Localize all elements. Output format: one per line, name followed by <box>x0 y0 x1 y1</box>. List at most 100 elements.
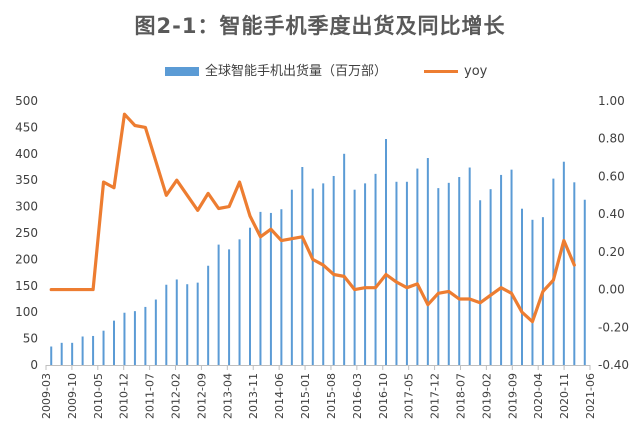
bar <box>228 249 231 365</box>
chart-legend: 全球智能手机出货量（百万部） yoy <box>0 62 640 82</box>
x-tick-label: 2011-07 <box>144 373 157 419</box>
bar <box>113 320 115 365</box>
bar <box>50 346 53 365</box>
legend-swatch-bar <box>165 67 199 76</box>
bar <box>322 183 325 365</box>
x-tick-label: 2017-12 <box>429 373 442 419</box>
bar <box>374 173 377 365</box>
y-left-tick-label: 450 <box>15 120 38 134</box>
bar <box>175 279 178 365</box>
bar <box>301 167 304 365</box>
bar <box>458 177 461 365</box>
bar <box>144 306 147 365</box>
bar <box>500 174 503 365</box>
y-left-tick-label: 250 <box>15 226 38 240</box>
bar <box>165 284 168 365</box>
bar <box>447 182 450 365</box>
bar <box>60 342 63 365</box>
bar <box>364 183 367 365</box>
x-tick-label: 2019-02 <box>480 373 493 419</box>
line-series <box>49 112 576 324</box>
y-right-tick-label: 1.00 <box>598 94 625 108</box>
x-tick-label: 2019-09 <box>506 373 519 419</box>
bar <box>186 284 189 365</box>
x-tick-label: 2016-10 <box>377 373 390 419</box>
y-left-tick-label: 150 <box>15 279 38 293</box>
bar <box>583 199 586 365</box>
yoy-line <box>49 112 576 324</box>
bar <box>217 244 220 365</box>
bar <box>249 227 251 365</box>
x-tick-label: 2015-01 <box>299 373 312 419</box>
legend-label-yoy: yoy <box>464 64 488 79</box>
bar <box>280 209 283 365</box>
x-tick-label: 2015-08 <box>325 373 338 419</box>
y-left-tick-label: 350 <box>15 173 38 187</box>
bar <box>71 342 74 365</box>
bar <box>353 189 356 365</box>
bar <box>290 189 293 365</box>
y-right-tick-label: 0.80 <box>598 132 625 146</box>
bar <box>573 182 576 365</box>
x-tick-label: 2013-11 <box>247 373 260 419</box>
y-right-tick-label: 0.60 <box>598 169 625 183</box>
bar <box>437 188 440 365</box>
bar <box>133 311 136 365</box>
bar <box>405 181 408 365</box>
x-tick-label: 2020-04 <box>532 373 545 419</box>
y-left-tick-label: 0 <box>30 358 38 372</box>
y-right-tick-label: -0.20 <box>598 320 629 334</box>
y-right-tick-label: -0.40 <box>598 358 629 372</box>
bar <box>207 265 210 365</box>
bar <box>123 312 126 365</box>
x-tick-label: 2020-11 <box>558 373 571 419</box>
y-right-tick-label: 0.40 <box>598 207 625 221</box>
x-tick-label: 2012-09 <box>195 373 208 419</box>
x-tick-label: 2009-10 <box>66 373 79 419</box>
x-tick-label: 2009-03 <box>40 373 53 419</box>
y-left-tick-label: 500 <box>15 94 38 108</box>
bar <box>154 299 157 365</box>
x-tick-label: 2012-02 <box>170 373 183 419</box>
y-left-tick-label: 50 <box>23 332 38 346</box>
bar <box>332 175 335 365</box>
chart-title: 图2-1：智能手机季度出货及同比增长 <box>134 14 506 38</box>
y-left-tick-label: 100 <box>15 305 38 319</box>
y-left-tick-label: 300 <box>15 200 38 214</box>
bar <box>395 181 398 365</box>
bar <box>562 161 565 365</box>
bar <box>510 169 513 365</box>
bar <box>416 168 419 365</box>
bar <box>489 189 492 365</box>
bar-series <box>50 139 586 365</box>
bar <box>81 336 84 365</box>
bar <box>521 208 523 365</box>
y-left-tick-label: 400 <box>15 147 38 161</box>
x-tick-label: 2014-06 <box>273 373 286 419</box>
x-tick-label: 2013-04 <box>221 373 234 419</box>
bar <box>92 335 95 365</box>
legend-label-shipments: 全球智能手机出货量（百万部） <box>205 64 388 79</box>
bar <box>385 139 387 365</box>
bar <box>479 200 482 365</box>
legend-swatch-line <box>424 70 458 73</box>
x-tick-label: 2018-07 <box>454 373 467 419</box>
bar <box>196 282 199 365</box>
legend-item-yoy: yoy <box>424 62 487 82</box>
bar <box>531 219 534 365</box>
bar <box>238 239 241 365</box>
x-tick-label: 2010-05 <box>92 373 105 419</box>
bar <box>102 330 105 365</box>
x-tick-label: 2017-05 <box>403 373 416 419</box>
bar <box>311 188 314 365</box>
x-tick-label: 2010-12 <box>118 373 131 419</box>
x-tick-label: 2016-03 <box>351 373 364 419</box>
y-right-tick-label: 0.20 <box>598 245 625 259</box>
x-tick-label: 2021-06 <box>584 373 597 419</box>
bar <box>343 153 346 365</box>
bar <box>552 178 555 365</box>
bar <box>269 212 272 365</box>
bar <box>259 211 262 365</box>
